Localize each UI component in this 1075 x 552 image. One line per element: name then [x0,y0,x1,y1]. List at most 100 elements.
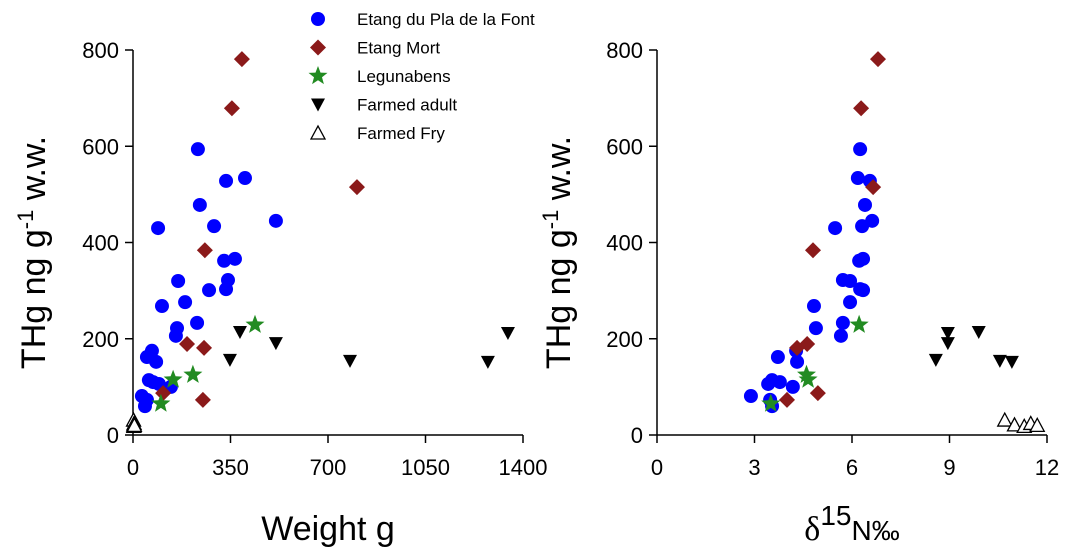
x-axis-label: Weight g [261,510,395,548]
legend-marker [309,124,327,140]
point [928,353,943,367]
point [171,274,186,288]
point [163,369,183,388]
point [155,385,172,402]
point [348,179,365,196]
point [858,197,872,212]
point [179,336,196,353]
point [183,364,203,383]
x-axis-label-part: δ [804,511,820,548]
point [849,314,869,333]
point [1029,417,1046,433]
point [194,391,211,408]
y-axis-label: THg ng g-1 w.w. [13,136,54,369]
point [190,142,205,157]
point [790,354,805,369]
point [168,328,183,343]
point [154,299,169,314]
y-tick-label: 600 [606,134,643,159]
point [237,171,252,186]
point [232,326,247,340]
point [853,100,870,117]
point [1006,416,1023,432]
point [500,326,515,340]
legend-marker [308,66,328,85]
legend-marker [311,98,325,112]
point [789,339,806,356]
legend-marker [310,39,326,56]
point [743,389,758,404]
y-tick-label: 400 [82,231,119,256]
x-tick-label: 0 [651,455,663,480]
panel: 0 200 400 600 800 0 3 6 9 12 δ15N‰ THg ng g-1 w.w. [538,38,1060,548]
point [190,315,205,330]
point [233,51,250,68]
point [833,328,848,343]
x-tick-label: 6 [846,455,858,480]
legend-label: Etang du Pla de la Font [357,10,535,29]
point [828,221,843,236]
y-axis-label: THg ng g-1 w.w. [538,136,579,369]
point [137,399,152,414]
point [798,369,818,388]
point [219,173,234,188]
point [222,353,237,367]
point [843,274,858,288]
point [855,219,870,234]
point [192,197,207,212]
x-tick-label: 0 [127,455,139,480]
y-tick-label: 800 [82,38,119,63]
y-tick-label: 0 [107,423,119,448]
point [940,326,955,340]
x-tick-label: 12 [1035,455,1059,480]
point [870,51,886,68]
legend-label: Farmed adult [357,96,457,115]
point [853,142,868,157]
point [202,283,217,298]
point [770,350,785,365]
y-tick-label: 200 [82,327,119,352]
point [850,171,865,186]
point [785,379,800,394]
point [779,391,795,408]
point [1004,355,1019,369]
point [835,315,850,330]
y-axis-label-part: w.w. [15,136,53,210]
point [805,242,821,259]
point [856,283,871,298]
point [245,314,265,333]
point [343,354,358,368]
x-axis-label-part: N‰ [851,515,899,546]
y-axis-label-part: w.w. [540,136,578,210]
x-axis-label: δ15N‰ [804,500,899,549]
y-tick-label: 600 [82,134,119,159]
point [149,354,164,369]
x-tick-label: 9 [943,455,955,480]
point [268,213,283,228]
y-axis-label-part: -1 [538,210,563,230]
legend-label: Farmed Fry [357,124,445,143]
point [219,282,234,297]
point [196,339,213,356]
point [808,321,823,336]
legend-label: Etang Mort [357,39,440,58]
point [809,385,826,402]
point [227,251,242,266]
legend-marker [311,12,325,26]
legend: Etang du Pla de la Font Etang Mort Legunab… [308,10,535,143]
point [151,393,171,412]
point [151,221,166,236]
point [806,299,821,314]
y-axis-label-part: THg ng g [15,229,53,369]
x-tick-label: 1050 [401,455,450,480]
point [971,326,986,340]
x-tick-label: 700 [310,455,347,480]
y-tick-label: 0 [631,423,643,448]
point [126,417,143,433]
x-tick-label: 1400 [499,455,548,480]
point [797,364,816,383]
y-tick-label: 400 [606,231,643,256]
y-tick-label: 800 [606,38,643,63]
point [268,337,283,351]
